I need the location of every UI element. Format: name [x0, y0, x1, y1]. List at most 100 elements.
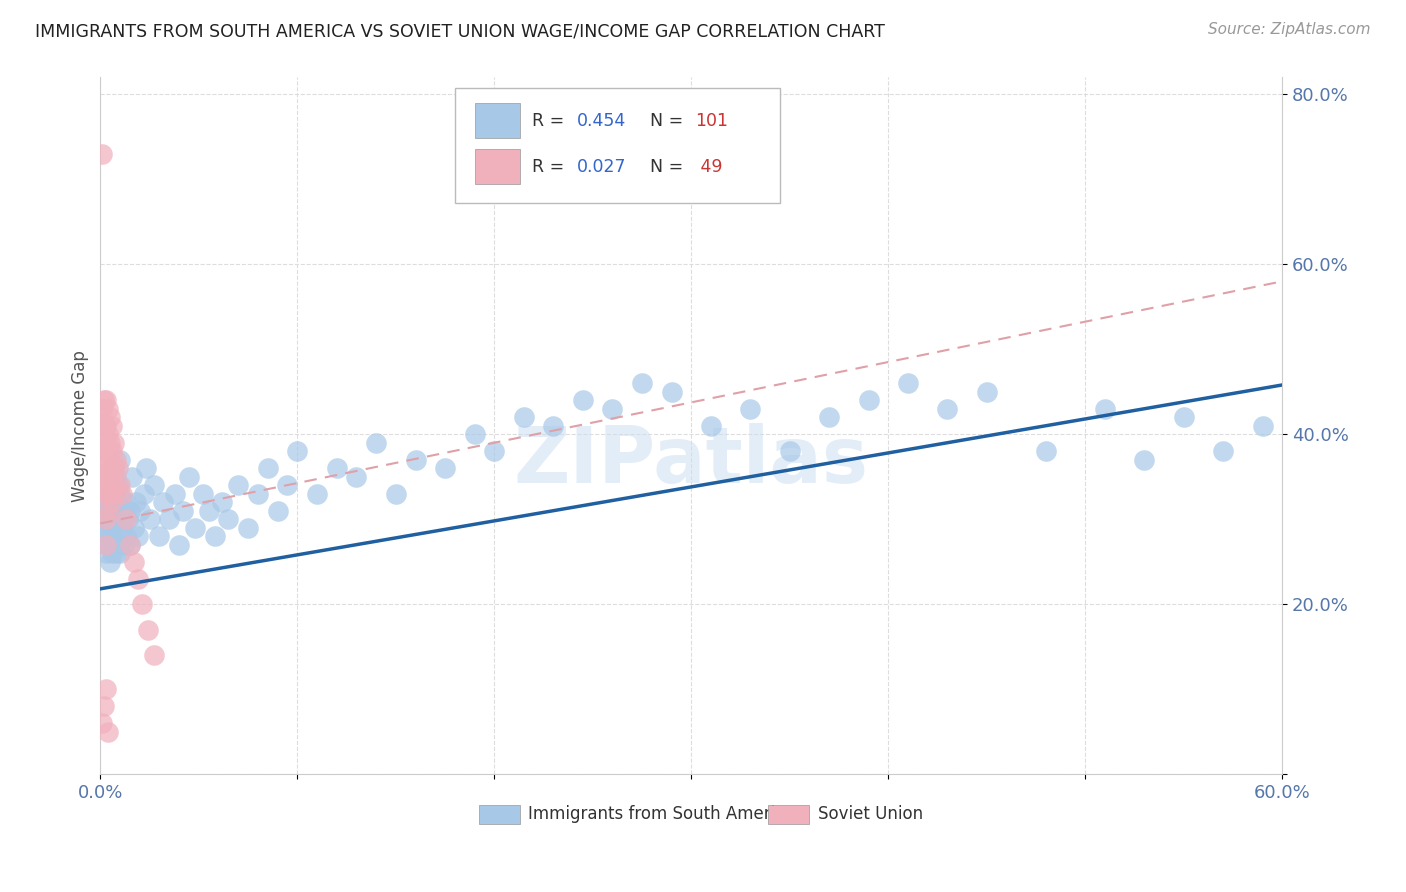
Point [121, 469, 143, 483]
Point [152, 495, 174, 509]
Point [464, 427, 486, 442]
Point [105, 469, 128, 483]
Point [101, 495, 124, 509]
Point [484, 444, 506, 458]
Point [103, 512, 125, 526]
Point [118, 504, 141, 518]
Point [91, 401, 114, 416]
Point [976, 384, 998, 399]
Point [108, 486, 131, 500]
Point [108, 512, 131, 526]
Point [91, 435, 114, 450]
Point [385, 486, 408, 500]
Point [112, 538, 135, 552]
Point [91, 512, 114, 526]
Point [97, 538, 120, 552]
Point [103, 461, 125, 475]
Point [98, 478, 121, 492]
Point [543, 418, 565, 433]
Point [98, 529, 121, 543]
Point [127, 572, 149, 586]
Point [132, 486, 155, 500]
Point [98, 410, 121, 425]
Point [256, 461, 278, 475]
Point [366, 435, 388, 450]
Point [572, 393, 595, 408]
Text: 0.027: 0.027 [576, 158, 626, 176]
Point [117, 512, 139, 526]
Point [93, 529, 115, 543]
Text: 101: 101 [695, 112, 728, 129]
Text: IMMIGRANTS FROM SOUTH AMERICA VS SOVIET UNION WAGE/INCOME GAP CORRELATION CHART: IMMIGRANTS FROM SOUTH AMERICA VS SOVIET … [35, 22, 884, 40]
Point [226, 478, 249, 492]
Point [96, 504, 118, 518]
Text: R =: R = [531, 112, 569, 129]
Point [103, 486, 125, 500]
Point [103, 461, 125, 475]
Point [105, 546, 128, 560]
Point [276, 478, 298, 492]
Point [434, 461, 457, 475]
Point [107, 504, 129, 518]
Point [513, 410, 536, 425]
Point [661, 384, 683, 399]
Point [127, 529, 149, 543]
Point [184, 521, 207, 535]
Point [93, 393, 115, 408]
Point [305, 486, 328, 500]
Point [96, 486, 118, 500]
Point [177, 469, 200, 483]
Point [122, 521, 145, 535]
Text: 49: 49 [695, 158, 723, 176]
Point [118, 538, 141, 552]
Point [818, 410, 841, 425]
Point [236, 521, 259, 535]
Text: Source: ZipAtlas.com: Source: ZipAtlas.com [1208, 22, 1371, 37]
FancyBboxPatch shape [475, 149, 520, 184]
Point [96, 469, 118, 483]
Point [98, 461, 121, 475]
Point [98, 504, 121, 518]
Point [91, 469, 114, 483]
Point [93, 461, 115, 475]
Point [105, 452, 128, 467]
Point [101, 469, 124, 483]
Point [115, 495, 138, 509]
Point [1173, 410, 1195, 425]
Point [96, 682, 118, 697]
Point [91, 418, 114, 433]
Point [101, 418, 124, 433]
Point [107, 538, 129, 552]
Point [108, 478, 131, 492]
FancyBboxPatch shape [768, 805, 810, 824]
Point [167, 538, 190, 552]
Point [98, 435, 121, 450]
Point [631, 376, 654, 391]
Point [105, 521, 128, 535]
Point [101, 495, 124, 509]
Text: Immigrants from South America: Immigrants from South America [529, 805, 794, 823]
Point [135, 461, 157, 475]
Point [96, 393, 118, 408]
Point [936, 401, 959, 416]
Point [246, 486, 269, 500]
Point [136, 623, 159, 637]
Point [897, 376, 920, 391]
Point [98, 486, 121, 500]
Point [97, 478, 120, 492]
Text: R =: R = [531, 158, 569, 176]
Point [101, 444, 124, 458]
Point [118, 538, 141, 552]
Point [115, 529, 138, 543]
Point [128, 504, 150, 518]
Point [111, 521, 134, 535]
Point [405, 452, 427, 467]
Point [1035, 444, 1057, 458]
Point [97, 427, 120, 442]
Point [91, 716, 114, 731]
Point [96, 444, 118, 458]
Point [740, 401, 762, 416]
Point [1133, 452, 1156, 467]
Y-axis label: Wage/Income Gap: Wage/Income Gap [72, 350, 89, 501]
Point [142, 478, 165, 492]
